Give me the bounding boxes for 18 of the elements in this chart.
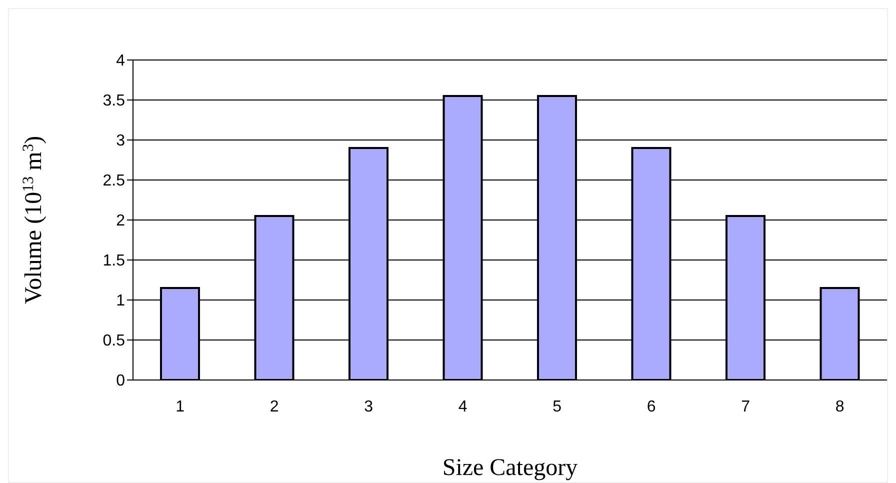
x-axis-title: Size Category (442, 455, 578, 481)
x-tick-label: 6 (646, 398, 656, 416)
x-tick-label: 8 (835, 398, 844, 416)
x-tick-label: 4 (458, 398, 468, 416)
x-tick-label: 3 (364, 398, 374, 416)
y-tick-label: 2 (116, 212, 126, 230)
y-tick-label: 0 (116, 372, 126, 390)
x-tick-label: 2 (270, 398, 279, 416)
y-tick-label: 2.5 (102, 172, 126, 190)
y-tick-label: 3.5 (102, 92, 126, 110)
y-tick-label: 3 (116, 132, 126, 150)
x-tick-label: 1 (176, 398, 185, 416)
y-tick-label: 1 (116, 292, 126, 310)
x-tick-label: 7 (741, 398, 750, 416)
y-tick-label: 4 (116, 52, 126, 70)
y-tick-label: 0.5 (102, 332, 126, 350)
y-tick-label: 1.5 (102, 252, 126, 270)
x-tick-label: 5 (552, 398, 562, 416)
